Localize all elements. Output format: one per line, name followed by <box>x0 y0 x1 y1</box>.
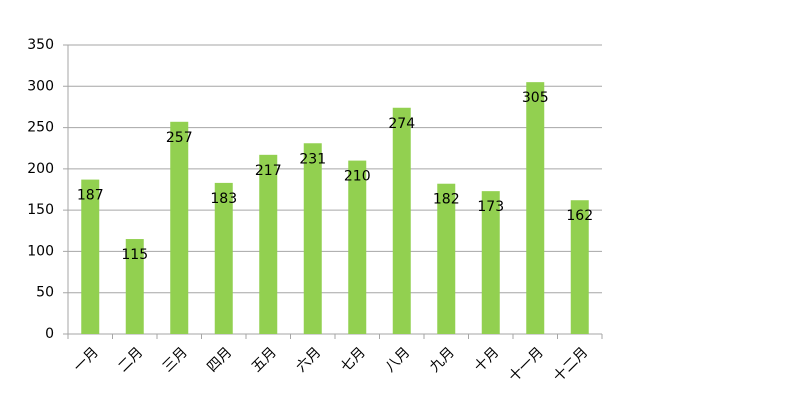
bar <box>348 160 367 334</box>
bar <box>214 182 233 334</box>
bar <box>125 239 144 334</box>
bar <box>437 183 456 334</box>
y-tick-label: 0 <box>45 326 54 342</box>
y-tick-label: 300 <box>27 78 54 94</box>
value-label: 162 <box>566 208 593 224</box>
y-tick-label: 150 <box>27 202 54 218</box>
bar <box>570 200 589 334</box>
bar <box>392 107 411 334</box>
bar <box>303 143 322 334</box>
value-label: 182 <box>433 192 460 208</box>
value-label: 173 <box>477 199 504 215</box>
value-label: 183 <box>210 191 237 207</box>
value-label: 257 <box>166 130 193 146</box>
bar <box>481 191 500 334</box>
bar <box>259 154 278 334</box>
y-tick-label: 200 <box>27 161 54 177</box>
y-tick-label: 50 <box>36 285 54 301</box>
value-label: 217 <box>255 163 282 179</box>
value-label: 231 <box>299 151 326 167</box>
value-label: 210 <box>344 169 371 185</box>
bar <box>526 82 545 335</box>
value-label: 187 <box>77 188 104 204</box>
y-tick-label: 100 <box>27 243 54 259</box>
bar <box>170 121 189 334</box>
value-label: 274 <box>388 116 415 132</box>
value-label: 115 <box>121 247 148 263</box>
y-tick-label: 350 <box>27 37 54 53</box>
y-tick-label: 250 <box>27 120 54 136</box>
value-label: 305 <box>522 90 549 106</box>
bar <box>81 179 100 334</box>
